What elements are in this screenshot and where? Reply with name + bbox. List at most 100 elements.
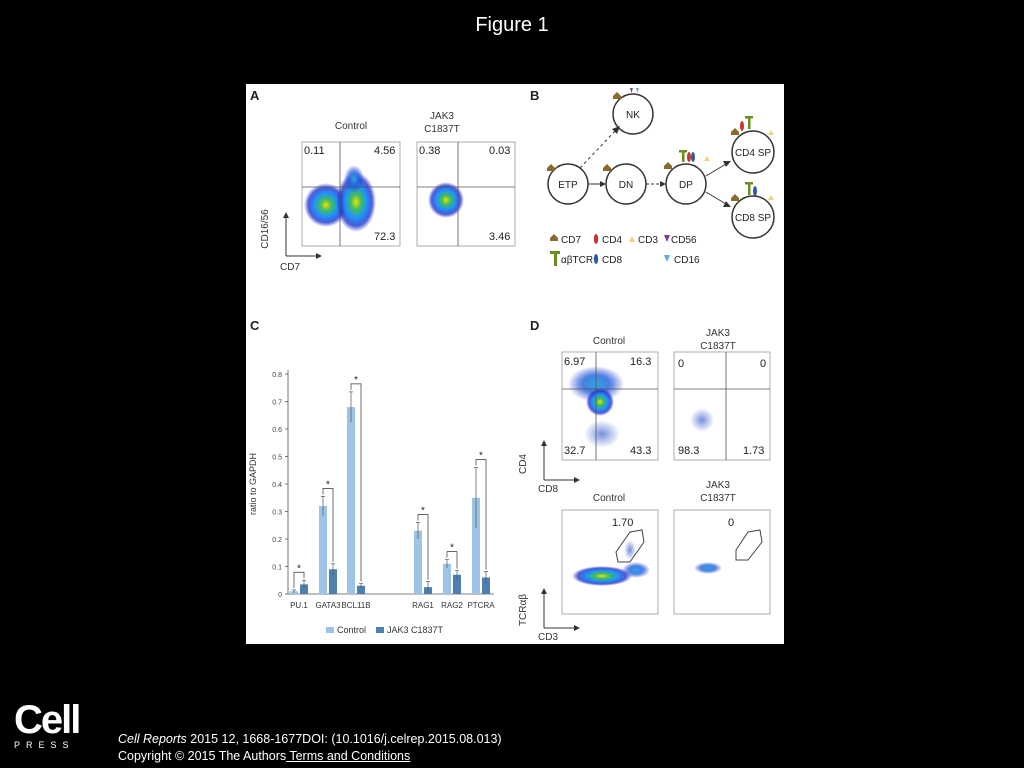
panel-d-bottom-jak3-label-2: C1837T bbox=[700, 493, 736, 504]
panel-a-y-arrowhead bbox=[283, 212, 289, 218]
panel-a-jak3-ul: 0.38 bbox=[419, 145, 440, 157]
chart-c-significance-bracket bbox=[417, 514, 429, 580]
panel-d-top-jak3-ll: 98.3 bbox=[678, 445, 699, 457]
panel-d-top-x-axis-label: CD8 bbox=[538, 484, 558, 495]
journal-name: Cell Reports bbox=[118, 732, 187, 746]
panel-c-letter: C bbox=[250, 318, 260, 333]
cell-press-logo: Cell PRESS bbox=[14, 700, 84, 750]
node-cd4sp-label: CD4 SP bbox=[735, 148, 771, 159]
cd16-marker-nk-icon bbox=[636, 88, 639, 93]
arrow-dp-cd8-head bbox=[723, 201, 731, 207]
abtcr-marker-cd8-stem-icon bbox=[748, 184, 751, 195]
panel-a-jak3-ur: 0.03 bbox=[489, 145, 510, 157]
panel-d-top-control-population-2 bbox=[586, 388, 614, 416]
chart-c-category-label: GATA3 bbox=[315, 601, 341, 610]
legend-cd4-icon bbox=[593, 234, 599, 244]
node-cd8sp-label: CD8 SP bbox=[735, 213, 771, 224]
chart-c-significance-label: * bbox=[421, 506, 425, 517]
chart-c-significance-bracket bbox=[350, 383, 362, 582]
panel-d-bottom-y-arrowhead bbox=[541, 588, 547, 594]
panel-a-x-axis-label: CD7 bbox=[280, 262, 300, 273]
figure-panel: A Control JAK3 C1837T 0.11 4.56 72.3 0.3… bbox=[246, 84, 784, 644]
chart-c-y-tick-label: 0.5 bbox=[272, 455, 282, 462]
panel-d-top-jak3-population bbox=[690, 408, 714, 432]
citation: Cell Reports 2015 12, 1668-1677DOI: (10.… bbox=[118, 731, 502, 765]
chart-c-category-label: PTCRA bbox=[467, 601, 495, 610]
panel-d-top-jak3-ur: 0 bbox=[760, 358, 766, 370]
legend-cd16-label: CD16 bbox=[674, 255, 700, 266]
panel-d-bottom-jak3-label-1: JAK3 bbox=[706, 480, 730, 491]
arrow-etp-nk bbox=[579, 129, 617, 169]
chart-c-y-tick-label: 0.3 bbox=[272, 510, 282, 517]
panel-d-bottom-jak3-population bbox=[694, 562, 722, 574]
panel-d-top-y-axis-label: CD4 bbox=[518, 454, 529, 474]
chart-c-significance-bracket bbox=[322, 488, 334, 562]
panel-d-top-jak3-plot bbox=[673, 351, 771, 461]
panel-a: A Control JAK3 C1837T 0.11 4.56 72.3 0.3… bbox=[250, 88, 516, 273]
cd3-marker-dp-icon bbox=[704, 156, 710, 161]
chart-c-bar bbox=[443, 563, 451, 594]
arrow-dp-cd8 bbox=[705, 191, 727, 205]
panel-c-y-axis-label: ratio to GAPDH bbox=[248, 453, 258, 515]
legend-abtcr-stem-icon bbox=[554, 254, 557, 266]
panel-a-control-ur: 4.56 bbox=[374, 145, 395, 157]
chart-c-bar bbox=[300, 584, 308, 594]
panel-a-y-axis-label: CD16/56 bbox=[260, 209, 271, 249]
legend-cd8-label: CD8 bbox=[602, 255, 622, 266]
cd4-marker-dp-icon bbox=[687, 152, 691, 162]
citation-details: 2015 12, 1668-1677DOI: (10.1016/j.celrep… bbox=[186, 732, 502, 746]
chart-c-significance-label: * bbox=[479, 451, 483, 462]
panel-a-jak3-population bbox=[428, 182, 464, 218]
panel-d-bottom-y-axis-label: TCRαβ bbox=[518, 594, 529, 626]
panel-d-bottom-control-plot bbox=[561, 509, 659, 615]
legend-cd3-label: CD3 bbox=[638, 235, 658, 246]
legend-jak3-swatch bbox=[376, 627, 384, 633]
legend-cd7-icon bbox=[550, 234, 558, 241]
panel-d: D Control JAK3 C1837T 6.97 16.3 32.7 43.… bbox=[518, 318, 771, 643]
node-nk-label: NK bbox=[626, 110, 640, 121]
panel-d-top-jak3-lr: 1.73 bbox=[743, 445, 764, 457]
copyright-text: Copyright © 2015 The Authors bbox=[118, 749, 287, 763]
legend-cd16-icon bbox=[664, 255, 670, 262]
panel-d-bottom-control-population-3 bbox=[624, 540, 636, 560]
logo-sub: PRESS bbox=[14, 740, 75, 750]
citation-line: Cell Reports 2015 12, 1668-1677DOI: (10.… bbox=[118, 731, 502, 748]
chart-c-significance-label: * bbox=[450, 543, 454, 554]
node-dn-label: DN bbox=[619, 180, 633, 191]
panel-d-top-control-ul: 6.97 bbox=[564, 356, 585, 368]
chart-c-category-label: PU.1 bbox=[290, 601, 308, 610]
abtcr-marker-cd8-icon bbox=[745, 182, 753, 185]
panel-a-control-lr: 72.3 bbox=[374, 231, 395, 243]
panel-b-legend: CD7 CD4 CD3 CD56 αβTCR CD8 CD16 bbox=[550, 234, 700, 266]
panel-d-letter: D bbox=[530, 318, 539, 333]
arrow-dp-cd4-head bbox=[723, 161, 731, 167]
chart-c-y-tick-label: 0.4 bbox=[272, 482, 282, 489]
cd3-marker-cd4-icon bbox=[768, 130, 774, 135]
chart-c-y-tick-label: 0.2 bbox=[272, 537, 282, 544]
node-cd8sp bbox=[731, 195, 775, 239]
legend-cd8-icon bbox=[593, 254, 599, 264]
chart-c-category-label: BCL11B bbox=[341, 601, 370, 610]
chart-c-significance-bracket bbox=[293, 571, 305, 588]
arrow-etp-nk-head bbox=[612, 126, 620, 134]
logo-word: Cell bbox=[14, 698, 81, 742]
chart-c-y-tick-label: 0.7 bbox=[272, 400, 282, 407]
chart-c-significance-bracket bbox=[446, 551, 458, 569]
panel-d-bottom-control-gate-value: 1.70 bbox=[612, 517, 633, 529]
chart-c-y-tick-label: 0 bbox=[278, 592, 282, 599]
legend-control-swatch bbox=[326, 627, 334, 633]
chart-c-category-label: RAG1 bbox=[412, 601, 434, 610]
panel-a-letter: A bbox=[250, 88, 260, 103]
arrow-dp-cd4 bbox=[705, 163, 727, 177]
panel-d-top-control-ll: 32.7 bbox=[564, 445, 585, 457]
terms-link[interactable]: Terms and Conditions bbox=[286, 749, 411, 763]
legend-control-label: Control bbox=[337, 625, 366, 635]
node-nk bbox=[612, 93, 654, 135]
cd7-marker-cd4-icon bbox=[731, 128, 739, 135]
panel-a-x-arrowhead bbox=[316, 253, 322, 259]
chart-c-bar bbox=[319, 506, 327, 594]
panel-d-top-x-arrowhead bbox=[574, 477, 580, 483]
chart-c-significance-bracket bbox=[475, 459, 487, 570]
cd7-marker-nk-icon bbox=[613, 92, 621, 99]
chart-c-y-tick-label: 0.6 bbox=[272, 427, 282, 434]
